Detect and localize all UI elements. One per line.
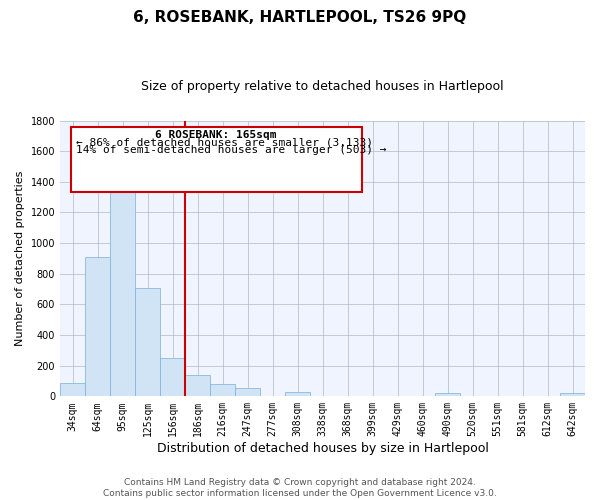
Bar bbox=[235, 388, 260, 396]
X-axis label: Distribution of detached houses by size in Hartlepool: Distribution of detached houses by size … bbox=[157, 442, 488, 455]
Bar bbox=[85, 257, 110, 396]
Bar bbox=[110, 188, 135, 396]
Text: 14% of semi-detached houses are larger (503) →: 14% of semi-detached houses are larger (… bbox=[76, 146, 386, 156]
Title: Size of property relative to detached houses in Hartlepool: Size of property relative to detached ho… bbox=[141, 80, 504, 93]
Text: 6 ROSEBANK: 165sqm: 6 ROSEBANK: 165sqm bbox=[155, 130, 277, 140]
Text: Contains HM Land Registry data © Crown copyright and database right 2024.
Contai: Contains HM Land Registry data © Crown c… bbox=[103, 478, 497, 498]
FancyBboxPatch shape bbox=[71, 128, 362, 192]
Bar bbox=[135, 288, 160, 397]
Text: 6, ROSEBANK, HARTLEPOOL, TS26 9PQ: 6, ROSEBANK, HARTLEPOOL, TS26 9PQ bbox=[133, 10, 467, 25]
Bar bbox=[60, 382, 85, 396]
Y-axis label: Number of detached properties: Number of detached properties bbox=[15, 171, 25, 346]
Bar bbox=[210, 384, 235, 396]
Text: ← 86% of detached houses are smaller (3,133): ← 86% of detached houses are smaller (3,… bbox=[76, 137, 373, 147]
Bar bbox=[185, 375, 210, 396]
Bar bbox=[285, 392, 310, 396]
Bar bbox=[160, 358, 185, 397]
Bar bbox=[560, 394, 585, 396]
Bar bbox=[435, 394, 460, 396]
